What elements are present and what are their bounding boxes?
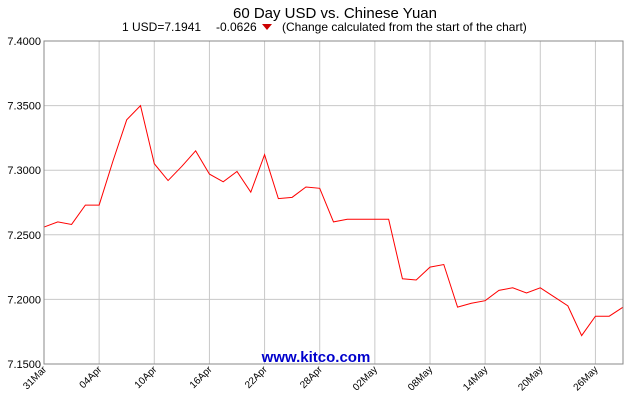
y-tick-label: 7.3500 [7, 101, 41, 113]
y-tick-label: 7.4000 [7, 36, 41, 48]
watermark: www.kitco.com [261, 349, 371, 366]
change-indicator [262, 24, 272, 30]
data-line [43, 104, 624, 337]
x-tick-label: 10Apr [133, 364, 160, 391]
chart-title: 60 Day USD vs. Chinese Yuan [233, 5, 437, 22]
y-tick-label: 7.2000 [7, 294, 41, 306]
y-tick-label: 7.3000 [7, 165, 41, 177]
x-tick-label: 04Apr [78, 364, 105, 391]
x-tick-label: 08May [406, 364, 435, 393]
x-tick-label: 14May [461, 364, 490, 393]
subtitle-rate: 1 USD=7.1941 [122, 20, 201, 34]
x-tick-label: 28Apr [298, 364, 325, 391]
y-tick-label: 7.2500 [7, 230, 41, 242]
x-tick-label: 20May [516, 364, 545, 393]
subtitle-note: (Change calculated from the start of the… [282, 20, 527, 34]
plot-border [43, 40, 624, 365]
x-tick-label: 16Apr [188, 364, 215, 391]
subtitle-change: -0.0626 [216, 20, 257, 34]
x-tick-label: 02May [351, 364, 380, 393]
y-tick-label: 7.1500 [7, 359, 41, 371]
plot-area [43, 40, 624, 365]
x-tick-label: 22Apr [243, 364, 270, 391]
x-tick-label: 26May [572, 364, 601, 393]
